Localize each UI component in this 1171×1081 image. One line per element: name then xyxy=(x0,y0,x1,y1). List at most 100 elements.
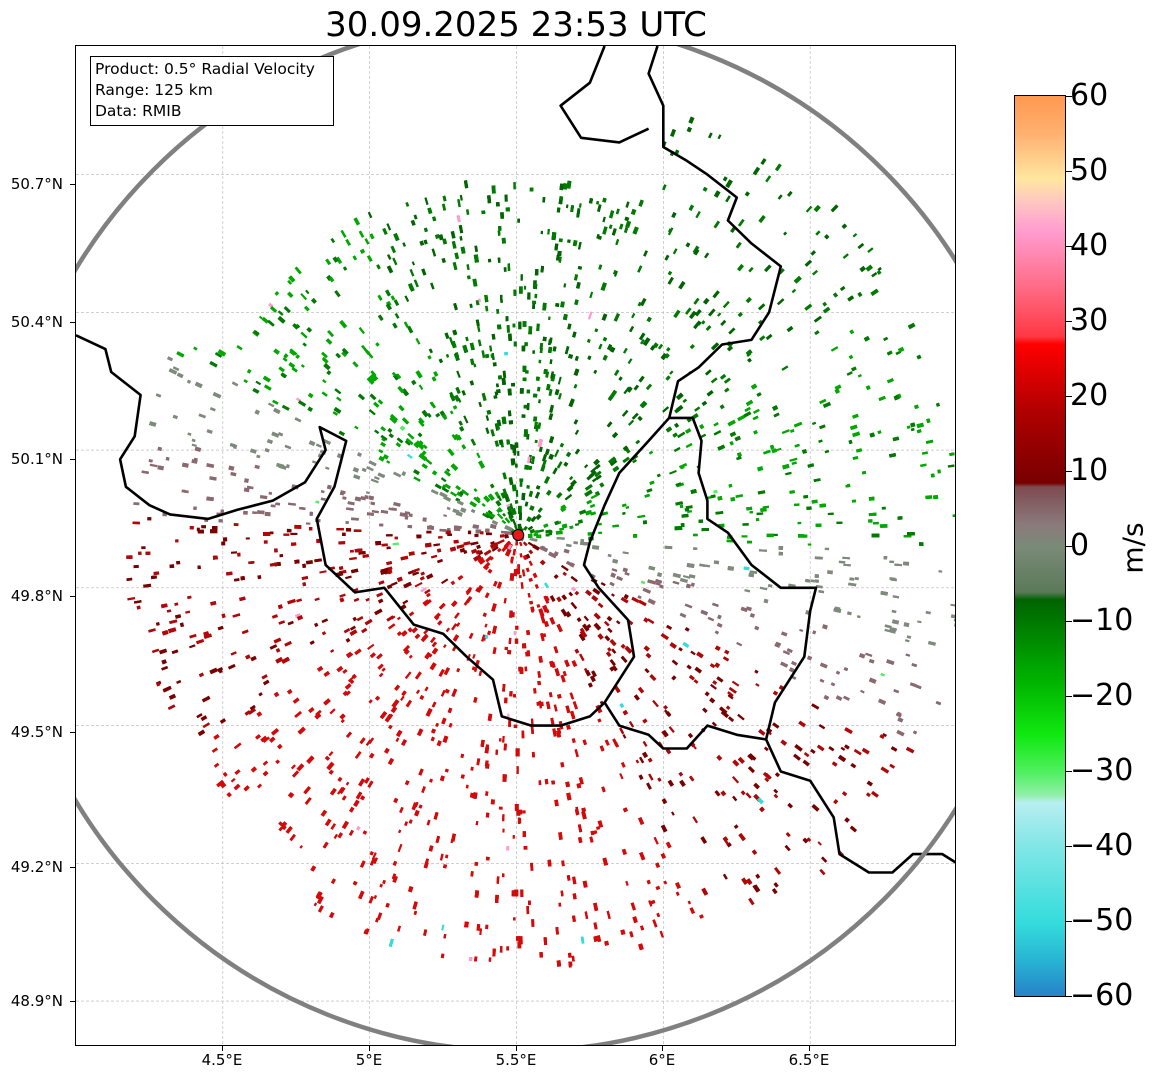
echo-gate xyxy=(521,569,526,577)
echo-gate xyxy=(420,587,427,593)
echo-gate xyxy=(250,766,257,773)
echo-gate xyxy=(802,759,810,767)
echo-gate xyxy=(555,530,563,535)
echo-gate xyxy=(350,568,359,574)
echo-gate xyxy=(187,595,192,599)
echo-gate xyxy=(602,197,607,203)
echo-gate xyxy=(447,448,455,457)
echo-gate xyxy=(569,525,574,530)
echo-gate xyxy=(459,194,463,201)
echo-gate xyxy=(871,272,878,278)
echo-gate xyxy=(345,651,353,658)
echo-gate xyxy=(736,456,742,461)
echo-gate xyxy=(842,556,850,560)
echo-gate xyxy=(560,608,568,617)
echo-gate xyxy=(566,451,572,458)
echo-gate xyxy=(380,426,386,432)
echo-gate xyxy=(607,553,612,558)
echo-gate xyxy=(474,245,479,253)
echo-gate xyxy=(403,581,412,589)
echo-gate xyxy=(806,837,812,842)
echo-gate xyxy=(339,597,345,603)
echo-gate xyxy=(880,766,890,774)
echo-gate xyxy=(368,409,376,416)
echo-gate xyxy=(847,611,852,616)
echo-gate xyxy=(727,716,735,723)
echo-gate xyxy=(455,485,461,491)
echo-gate xyxy=(509,573,515,581)
echo-gate xyxy=(350,517,359,521)
echo-gate xyxy=(516,766,519,774)
echo-gate xyxy=(367,211,373,219)
echo-gate xyxy=(612,465,620,473)
echo-gate xyxy=(580,539,585,542)
echo-gate xyxy=(549,595,556,602)
echo-gate xyxy=(512,518,517,527)
echo-gate xyxy=(536,534,542,539)
echo-gate xyxy=(566,724,571,730)
echo-gate xyxy=(460,753,465,758)
echo-gate xyxy=(211,747,218,753)
echo-gate xyxy=(763,746,769,752)
echo-gate xyxy=(508,420,513,425)
echo-gate xyxy=(285,826,293,834)
echo-gate xyxy=(556,537,565,540)
echo-gate xyxy=(671,659,679,666)
echo-gate xyxy=(762,772,769,778)
echo-gate xyxy=(287,620,294,626)
echo-gate xyxy=(642,741,648,747)
echo-gate xyxy=(495,749,499,755)
echo-gate xyxy=(402,644,411,653)
echo-gate xyxy=(897,516,903,520)
echo-gate xyxy=(303,786,311,795)
echo-gate xyxy=(883,556,888,560)
echo-gate xyxy=(582,623,590,632)
echo-gate xyxy=(828,746,835,752)
echo-gate xyxy=(243,379,248,384)
radar-map[interactable] xyxy=(76,46,956,1046)
echo-gate xyxy=(870,288,879,296)
echo-gate xyxy=(519,553,523,558)
echo-gate xyxy=(772,690,778,696)
echo-gate xyxy=(185,610,191,614)
echo-gate xyxy=(647,618,655,624)
echo-gate xyxy=(744,589,751,593)
echo-gate xyxy=(485,305,489,312)
echo-gate xyxy=(357,452,362,457)
echo-gate xyxy=(938,570,943,573)
echo-gate xyxy=(487,195,492,204)
echo-gate xyxy=(566,180,572,189)
echo-gate xyxy=(558,199,562,205)
echo-gate xyxy=(565,543,572,548)
echo-gate xyxy=(337,776,343,783)
echo-gate xyxy=(424,589,431,595)
echo-gate xyxy=(320,809,328,817)
echo-gate xyxy=(580,541,589,546)
echo-gate xyxy=(370,501,376,506)
echo-gate xyxy=(852,413,859,419)
echo-gate xyxy=(593,902,599,912)
echo-gate xyxy=(556,730,562,738)
echo-gate xyxy=(594,328,599,333)
echo-gate xyxy=(586,338,591,343)
echo-gate xyxy=(562,183,568,190)
echo-gate xyxy=(556,623,563,633)
echo-gate xyxy=(217,667,223,672)
echo-gate xyxy=(492,625,498,634)
echo-gate xyxy=(388,507,394,511)
echo-gate xyxy=(588,198,594,204)
echo-gate xyxy=(278,620,285,625)
echo-gate xyxy=(534,439,538,444)
echo-gate xyxy=(564,346,570,355)
echo-gate xyxy=(380,509,389,514)
echo-gate xyxy=(914,404,919,410)
echo-gate xyxy=(392,322,398,329)
echo-gate xyxy=(271,614,278,619)
echo-gate xyxy=(595,474,602,481)
echo-gate xyxy=(496,309,500,314)
echo-gate xyxy=(581,807,586,812)
echo-gate xyxy=(232,613,241,618)
echo-gate xyxy=(501,873,505,878)
echo-gate xyxy=(863,335,870,342)
radar-map-panel[interactable] xyxy=(75,45,956,1046)
